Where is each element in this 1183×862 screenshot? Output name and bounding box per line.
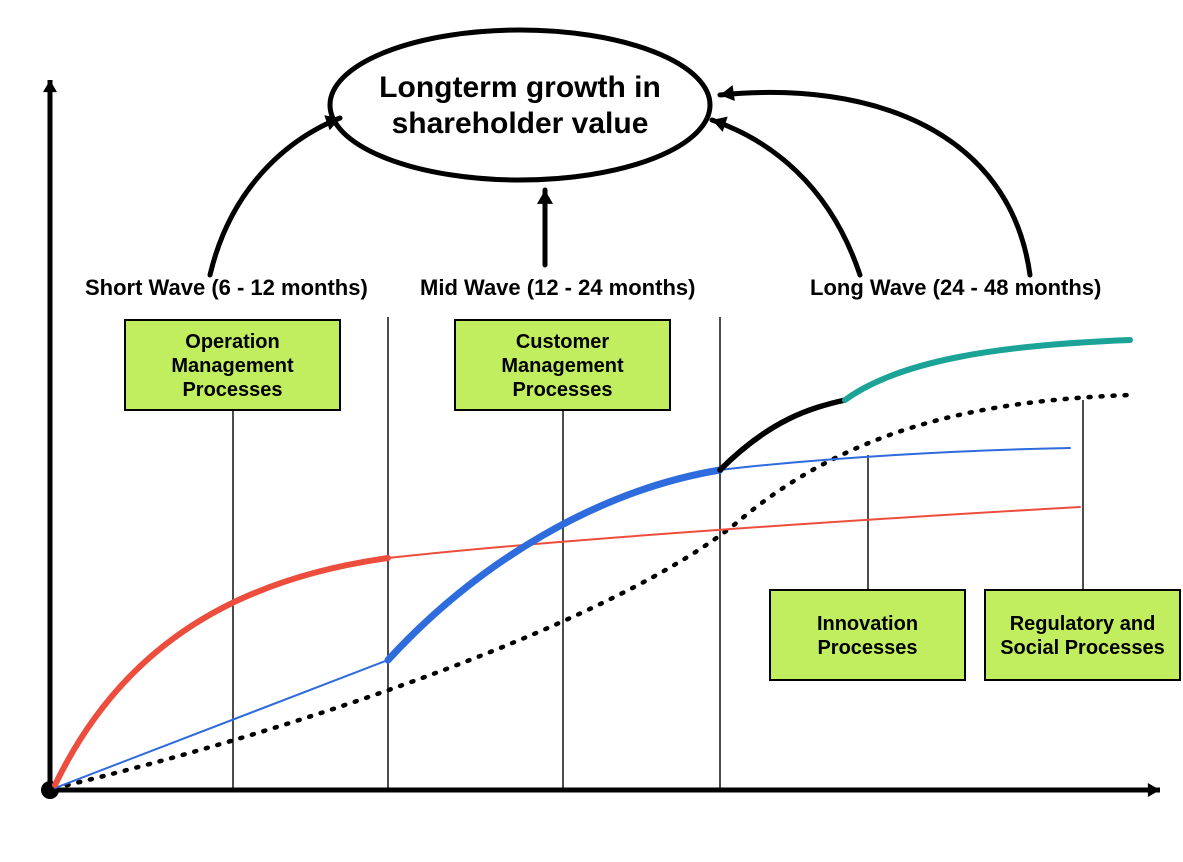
blue-thin-curve-2 <box>720 448 1070 470</box>
operation-processes-box: OperationManagementProcesses <box>125 320 340 410</box>
short-wave-label: Short Wave (6 - 12 months) <box>85 275 368 300</box>
operation-processes-box-line-1: Management <box>171 355 294 377</box>
title-line-2: shareholder value <box>392 107 649 140</box>
operation-processes-box-line-2: Processes <box>182 379 282 401</box>
red-thick-curve <box>55 558 388 785</box>
title-line-1: Longterm growth in <box>379 71 661 104</box>
red-thin-curve <box>388 507 1080 558</box>
teal-thick-curve <box>845 340 1130 400</box>
blue-thin-curve-1 <box>55 660 388 788</box>
dotted-baseline-curve <box>55 395 1130 788</box>
arrow-left <box>210 118 340 275</box>
innovation-processes-box-line-0: Innovation <box>817 613 918 635</box>
blue-thick-curve <box>388 470 720 660</box>
customer-processes-box-line-1: Management <box>501 355 624 377</box>
innovation-processes-box: InnovationProcesses <box>770 590 965 680</box>
long-wave-label: Long Wave (24 - 48 months) <box>810 275 1101 300</box>
regulatory-processes-box-line-0: Regulatory and <box>1010 613 1156 635</box>
innovation-processes-box-line-1: Processes <box>817 637 917 659</box>
mid-wave-label: Mid Wave (12 - 24 months) <box>420 275 695 300</box>
arrow-right2 <box>720 92 1030 275</box>
arrow-right1 <box>712 120 860 275</box>
customer-processes-box: CustomerManagementProcesses <box>455 320 670 410</box>
axes <box>41 80 1160 799</box>
title-ellipse: Longterm growth inshareholder value <box>330 30 710 180</box>
process-boxes: OperationManagementProcessesCustomerMana… <box>125 320 1180 680</box>
customer-processes-box-line-2: Processes <box>512 379 612 401</box>
wave-labels: Short Wave (6 - 12 months) Mid Wave (12 -… <box>85 275 1101 300</box>
regulatory-processes-box-line-1: Social Processes <box>1000 637 1165 659</box>
regulatory-processes-box: Regulatory andSocial Processes <box>985 590 1180 680</box>
operation-processes-box-line-0: Operation <box>185 331 279 353</box>
customer-processes-box-line-0: Customer <box>516 331 610 353</box>
